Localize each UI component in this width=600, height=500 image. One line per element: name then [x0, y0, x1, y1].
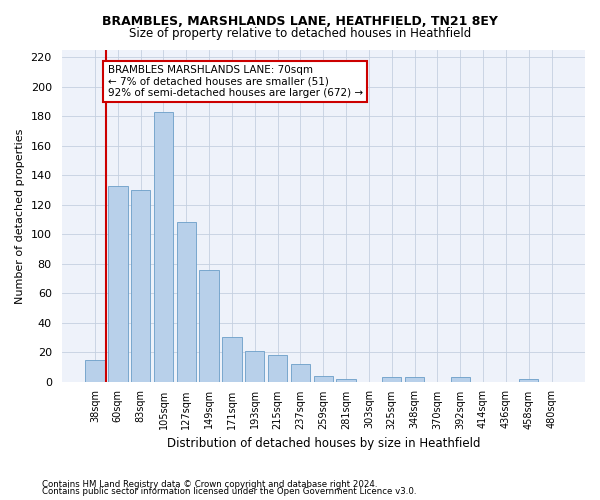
Bar — [176, 222, 196, 382]
Bar — [451, 377, 470, 382]
Text: Contains public sector information licensed under the Open Government Licence v3: Contains public sector information licen… — [42, 487, 416, 496]
Bar — [131, 190, 151, 382]
Bar — [154, 112, 173, 382]
Y-axis label: Number of detached properties: Number of detached properties — [15, 128, 25, 304]
Bar — [85, 360, 105, 382]
Bar — [245, 350, 265, 382]
Bar — [291, 364, 310, 382]
Bar — [519, 378, 538, 382]
Bar — [337, 378, 356, 382]
Bar — [405, 377, 424, 382]
Text: BRAMBLES, MARSHLANDS LANE, HEATHFIELD, TN21 8EY: BRAMBLES, MARSHLANDS LANE, HEATHFIELD, T… — [102, 15, 498, 28]
Bar — [108, 186, 128, 382]
Bar — [268, 355, 287, 382]
Text: Size of property relative to detached houses in Heathfield: Size of property relative to detached ho… — [129, 28, 471, 40]
Bar — [222, 338, 242, 382]
Text: Contains HM Land Registry data © Crown copyright and database right 2024.: Contains HM Land Registry data © Crown c… — [42, 480, 377, 489]
Bar — [199, 270, 219, 382]
Bar — [382, 377, 401, 382]
Text: BRAMBLES MARSHLANDS LANE: 70sqm
← 7% of detached houses are smaller (51)
92% of : BRAMBLES MARSHLANDS LANE: 70sqm ← 7% of … — [107, 64, 363, 98]
Bar — [314, 376, 333, 382]
X-axis label: Distribution of detached houses by size in Heathfield: Distribution of detached houses by size … — [167, 437, 480, 450]
